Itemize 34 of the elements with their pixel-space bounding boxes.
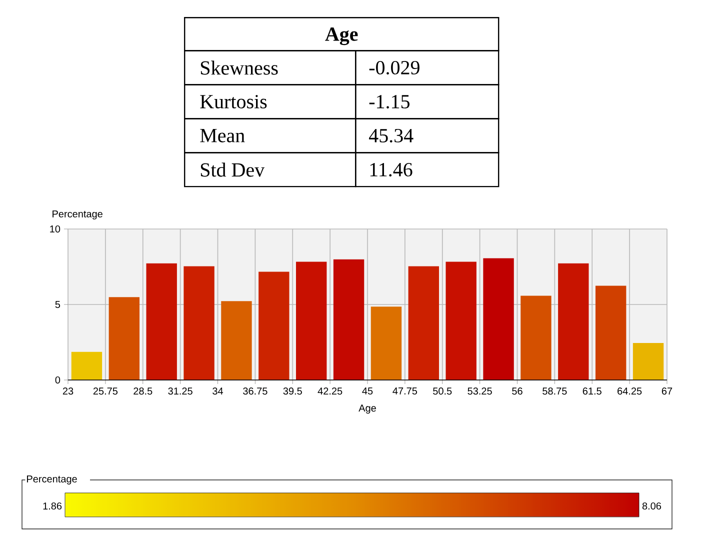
- x-tick-label: 50.5: [433, 388, 452, 395]
- text: Kurtosis: [200, 94, 267, 108]
- color-bar-label: 8.06: [642, 502, 662, 510]
- x-tick-label: 28.5: [134, 388, 152, 395]
- x-tick-label: 47.75: [392, 388, 418, 394]
- x-tick-label: 25.75: [93, 388, 118, 395]
- text: 45.34: [368, 128, 414, 142]
- x-tick-label: 56: [512, 388, 522, 395]
- x-axis-title: Age: [358, 404, 376, 414]
- y-tick-label: 0: [55, 376, 60, 384]
- text: -0.029: [369, 60, 420, 75]
- x-tick-label: 53.25: [468, 388, 492, 395]
- text: Skewness: [200, 60, 278, 75]
- x-tick-label: 39.5: [283, 388, 302, 395]
- x-tick-label: 58.75: [542, 388, 567, 395]
- x-tick-label: 23: [62, 388, 74, 395]
- text: Mean: [200, 129, 245, 142]
- text: -1.15: [369, 94, 410, 108]
- x-tick-label: 42.25: [318, 388, 342, 395]
- x-tick-label: 36.75: [243, 388, 268, 395]
- text: Age: [325, 27, 358, 46]
- text: 11.46: [370, 162, 412, 176]
- x-tick-label: 31.25: [168, 388, 192, 395]
- x-tick-label: 45: [362, 388, 373, 394]
- y-tick-label: 5: [55, 300, 60, 308]
- x-tick-label: 34: [212, 388, 224, 395]
- color-bar-title: Percentage: [27, 476, 77, 484]
- x-tick-label: 67: [662, 388, 672, 395]
- x-tick-label: 61.5: [582, 388, 602, 395]
- text: Std Dev: [200, 162, 265, 177]
- color-bar-label: 1.86: [43, 502, 62, 510]
- y-tick-label: 10: [50, 225, 60, 233]
- y-axis-title: Percentage: [52, 210, 102, 220]
- x-tick-label: 64.25: [618, 388, 642, 395]
